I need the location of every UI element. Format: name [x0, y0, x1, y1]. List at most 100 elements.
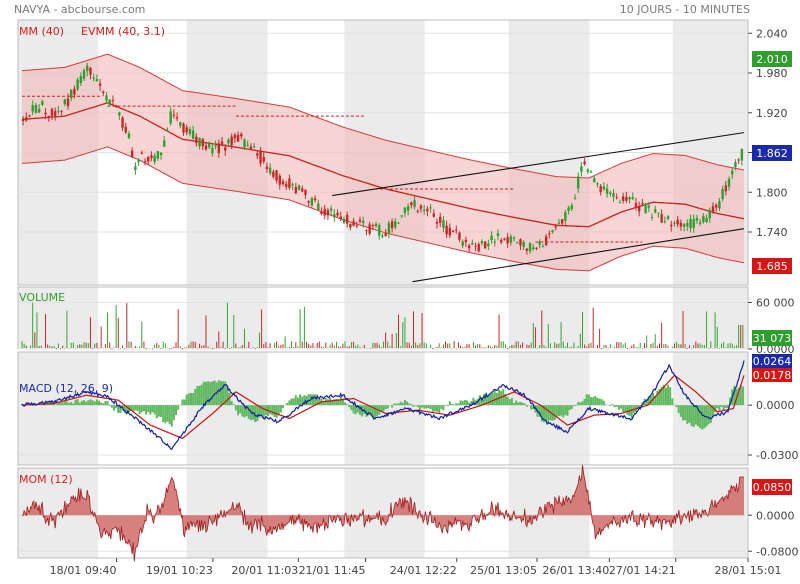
candle-body — [301, 188, 304, 192]
trend-channel — [332, 132, 745, 283]
candle-body — [599, 186, 602, 193]
candle-body — [137, 159, 140, 162]
momentum-line — [21, 464, 744, 562]
candle-body — [394, 221, 397, 228]
candle-body — [724, 185, 728, 192]
candle-body — [384, 233, 387, 237]
candle-body — [118, 112, 121, 116]
candle-body — [102, 91, 105, 93]
candle-body — [31, 105, 34, 112]
candle-body — [718, 201, 721, 209]
y-tick-label: 0.0000 — [756, 399, 795, 412]
y-tick-label: 0.0000 — [756, 343, 795, 356]
candle-body — [705, 218, 708, 223]
candle-body — [307, 200, 310, 203]
momentum-last-value: 0.0850 — [753, 481, 792, 494]
momentum-last-box — [752, 479, 792, 495]
candle-body — [297, 185, 301, 190]
candle-body — [53, 111, 57, 116]
volume-session-bands — [17, 286, 749, 350]
candle-body — [551, 230, 554, 233]
candle-body — [519, 239, 522, 246]
candle-body — [381, 235, 384, 237]
x-tick-label: 20/01 11:03 — [231, 564, 298, 577]
legend-mom: MOM (12) — [19, 473, 73, 486]
session-band — [18, 352, 99, 465]
candle-body — [657, 212, 660, 214]
candle-body — [570, 205, 573, 209]
candle-body — [625, 196, 628, 201]
candle-body — [734, 162, 737, 167]
candle-body — [333, 214, 336, 218]
session-band — [508, 287, 590, 349]
candle-body — [445, 225, 448, 235]
candle-body — [410, 202, 413, 206]
candle-body — [676, 219, 679, 225]
candle-body — [98, 83, 102, 86]
candle-body — [637, 206, 641, 212]
candle-body — [317, 203, 320, 211]
candle-body — [448, 227, 452, 236]
candle-body — [413, 200, 416, 207]
candle-body — [442, 220, 445, 228]
y-tick-label: -0.0300 — [756, 449, 798, 462]
candle-body — [272, 171, 275, 177]
y-tick-label: 0.0000 — [756, 509, 795, 522]
candle-body — [34, 104, 38, 113]
candle-body — [641, 203, 644, 205]
candle-body — [124, 126, 127, 133]
candle-body — [390, 221, 394, 229]
candle-body — [499, 240, 503, 243]
candle-body — [654, 209, 657, 213]
momentum-y-axis: 0.0000 -0.0800 — [748, 509, 798, 558]
candle-body — [458, 232, 461, 240]
candle-body — [127, 133, 131, 138]
x-tick-label: 18/01 09:40 — [50, 564, 117, 577]
candle-body — [249, 146, 253, 150]
candle-body — [451, 230, 455, 232]
candle-body — [670, 224, 673, 227]
y-tick-label: 1.920 — [756, 107, 788, 120]
candle-body — [480, 241, 484, 244]
panel-frame — [17, 467, 749, 559]
candle-body — [612, 193, 615, 197]
candle-body — [406, 206, 410, 211]
candle-body — [355, 225, 358, 227]
candle-body — [240, 134, 243, 137]
candle-body — [44, 112, 47, 115]
candle-body — [214, 145, 217, 147]
session-band — [672, 287, 748, 349]
candle-body — [227, 139, 230, 144]
candle-body — [483, 241, 487, 249]
candle-body — [326, 210, 330, 216]
candle-body — [628, 197, 631, 200]
candle-body — [426, 208, 429, 212]
candle-body — [702, 216, 705, 222]
candle-body — [493, 241, 496, 243]
envelope-upper-line — [21, 53, 745, 179]
candle-body — [602, 186, 606, 190]
candle-body — [207, 143, 211, 148]
macd-line — [21, 360, 745, 451]
volume-last-box — [752, 330, 792, 346]
candle-body — [185, 127, 188, 133]
candle-body — [618, 202, 622, 204]
y-tick-label: 1.800 — [756, 186, 788, 199]
candle-body — [198, 137, 201, 147]
session-band — [186, 352, 268, 465]
candle-body — [204, 145, 208, 150]
candle-body — [554, 226, 557, 228]
candle-body — [134, 166, 137, 170]
candle-body — [474, 245, 477, 247]
legend-volume: VOLUME — [19, 291, 65, 304]
candle-body — [159, 152, 163, 156]
candle-body — [422, 209, 426, 211]
candle-body — [172, 114, 176, 116]
candle-body — [105, 95, 108, 101]
candle-body — [70, 89, 73, 99]
candle-body — [175, 117, 179, 119]
candle-body — [708, 209, 711, 219]
macd-last-box — [752, 354, 792, 368]
y-tick-label: 60 000 — [756, 297, 795, 310]
x-tick-label: 25/01 13:05 — [470, 564, 537, 577]
